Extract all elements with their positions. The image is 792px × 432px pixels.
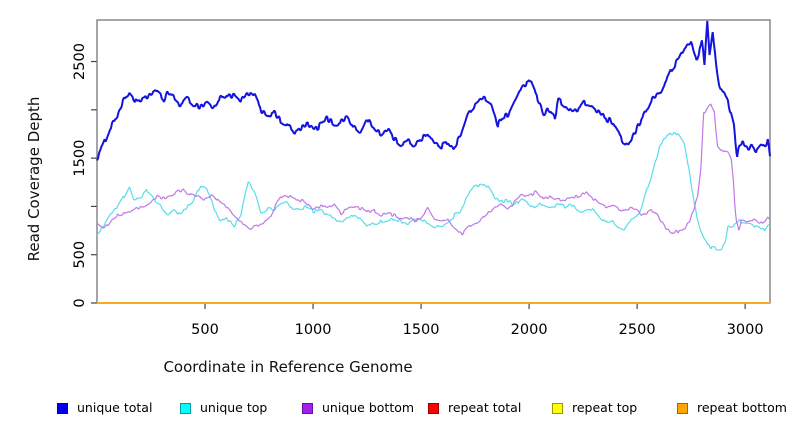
legend-item-repeat-top: repeat top — [552, 399, 637, 417]
series-unique-top — [96, 131, 771, 251]
x-tick-label: 1500 — [403, 322, 440, 338]
x-axis-title: Coordinate in Reference Genome — [0, 358, 792, 376]
y-axis-title-text: Read Coverage Depth — [25, 96, 43, 262]
series-unique-total — [96, 20, 771, 161]
unique-total-swatch-icon — [57, 402, 68, 414]
x-tick-label: 1000 — [295, 322, 332, 338]
y-tick-label: 2500 — [72, 43, 88, 80]
repeat-bottom-swatch-icon — [677, 402, 688, 414]
repeat-top-swatch-icon — [552, 402, 563, 414]
legend-label: unique total — [77, 400, 153, 415]
unique-top-swatch-icon — [180, 402, 191, 414]
x-tick-label: 2500 — [619, 322, 656, 338]
unique-bottom-swatch-icon — [302, 402, 313, 414]
legend-label: repeat total — [448, 400, 522, 415]
legend-item-unique-top: unique top — [180, 399, 267, 417]
y-tick-label: 0 — [72, 298, 88, 307]
legend-label: repeat top — [572, 400, 638, 415]
y-tick-label: 1500 — [72, 140, 88, 177]
legend-item-unique-total: unique total — [57, 399, 152, 417]
y-axis-title: Read Coverage Depth — [25, 97, 43, 262]
legend-item-unique-bottom: unique bottom — [302, 399, 414, 417]
plot-border — [96, 19, 771, 304]
x-tick-label: 500 — [191, 322, 219, 338]
chart-legend: unique total unique top unique bottom re… — [0, 399, 792, 423]
legend-label: unique top — [200, 400, 268, 415]
legend-item-repeat-total: repeat total — [428, 399, 521, 417]
repeat-total-swatch-icon — [428, 402, 439, 414]
x-tick-label: 3000 — [727, 322, 764, 338]
series-unique-bottom — [96, 103, 771, 236]
y-tick-label: 500 — [72, 241, 88, 269]
legend-item-repeat-bottom: repeat bottom — [677, 399, 787, 417]
x-tick-label: 2000 — [511, 322, 548, 338]
legend-label: unique bottom — [322, 400, 415, 415]
legend-label: repeat bottom — [697, 400, 787, 415]
x-axis-title-text: Coordinate in Reference Genome — [163, 358, 413, 376]
